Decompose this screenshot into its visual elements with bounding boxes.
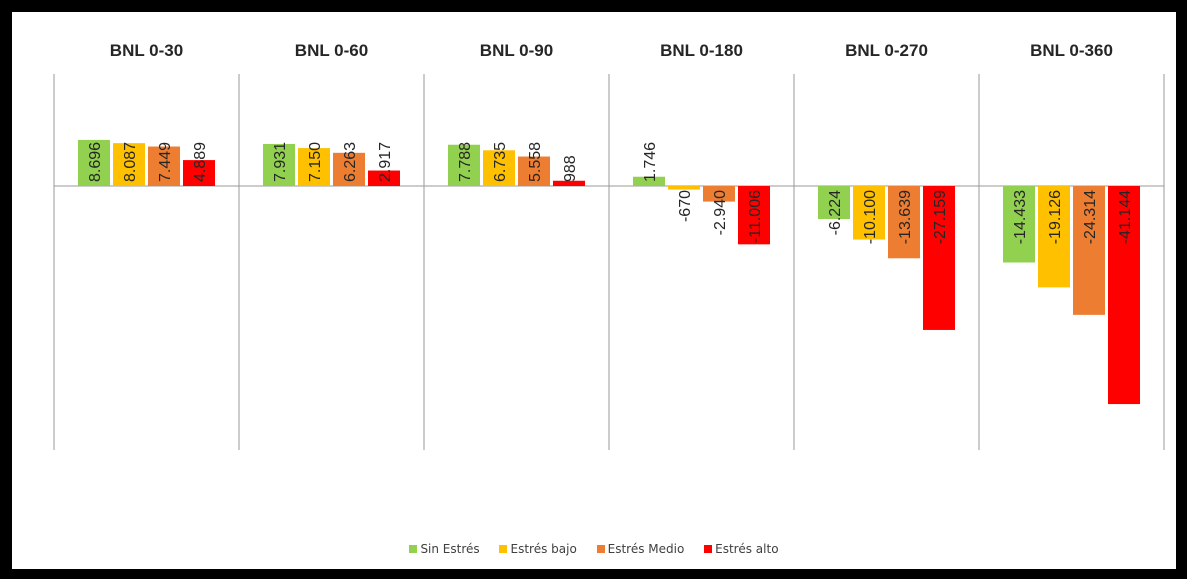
bar-estres-alto (738, 186, 770, 245)
bar-estres-medio (148, 146, 180, 186)
data-label: -24.314 (1082, 190, 1099, 244)
chart-frame: BNL 0-30 8.696 8.087 7.449 4.889 BNL 0-60 7.93… (12, 12, 1176, 569)
bar-estres-alto (183, 160, 215, 186)
data-label: -6.224 (827, 190, 844, 235)
bar-estres-bajo (113, 143, 145, 186)
bar-estres-alto (368, 170, 400, 186)
data-label: -14.433 (1012, 190, 1029, 244)
chart: BNL 0-30 8.696 8.087 7.449 4.889 BNL 0-60 7.93… (53, 41, 1165, 450)
data-label: 1.746 (642, 142, 659, 182)
legend-swatch-estres-bajo (499, 545, 508, 553)
bar-sin-estres (78, 139, 110, 186)
bar-estres-alto (553, 180, 585, 186)
data-label: 4.889 (192, 142, 209, 182)
data-label: -19.126 (1047, 190, 1064, 244)
bar-estres-bajo (853, 186, 885, 240)
bar-estres-bajo (1038, 186, 1070, 288)
legend-label-sin-estres: Sin Estrés (420, 542, 480, 556)
data-label: 6.263 (342, 142, 359, 182)
bar-estres-medio (888, 186, 920, 259)
legend-item-estres-bajo: Estrés bajo (499, 542, 577, 556)
bar-estres-alto (923, 186, 955, 330)
data-label: -11.006 (747, 190, 764, 243)
legend-swatch-estres-alto (704, 545, 713, 553)
bar-estres-medio (1073, 186, 1105, 315)
category-label: BNL 0-30 (110, 41, 183, 60)
bar-sin-estres (633, 176, 665, 186)
data-label: -27.159 (932, 190, 949, 244)
data-label: 8.087 (122, 142, 139, 182)
data-label: 988 (562, 155, 579, 182)
bar-estres-medio (703, 186, 735, 202)
data-label: 5.558 (527, 142, 544, 182)
bar-estres-medio (518, 156, 550, 186)
data-label: 2.917 (377, 142, 394, 182)
data-label: 7.449 (157, 142, 174, 182)
data-label: -2.940 (712, 190, 729, 235)
legend-label-estres-alto: Estrés alto (715, 542, 779, 556)
data-label: 7.150 (307, 142, 324, 182)
legend-item-estres-medio: Estrés Medio (596, 542, 685, 556)
data-label: 7.931 (272, 142, 289, 182)
legend-item-sin-estres: Sin Estrés (409, 542, 480, 556)
bar-estres-medio (333, 152, 365, 186)
data-label: -10.100 (862, 190, 879, 244)
bar-sin-estres (1003, 186, 1035, 263)
bar-estres-bajo (668, 186, 700, 190)
data-label: 7.788 (457, 142, 474, 182)
legend: Sin Estrés Estrés bajo Estrés Medio Estr… (12, 542, 1176, 556)
data-label: -41.144 (1117, 190, 1134, 244)
bar-sin-estres (448, 144, 480, 186)
bar-estres-bajo (298, 148, 330, 186)
bar-sin-estres (818, 186, 850, 219)
category-label: BNL 0-90 (480, 41, 553, 60)
legend-label-estres-bajo: Estrés bajo (510, 542, 577, 556)
data-label: 8.696 (87, 142, 104, 182)
legend-swatch-estres-medio (596, 545, 605, 553)
data-label: -670 (677, 190, 694, 222)
category-label: BNL 0-360 (1030, 41, 1113, 60)
legend-swatch-sin-estres (409, 545, 418, 553)
bar-estres-alto (1108, 186, 1140, 405)
category-label: BNL 0-180 (660, 41, 743, 60)
data-label: -13.639 (897, 190, 914, 244)
category-label: BNL 0-60 (295, 41, 368, 60)
bar-estres-bajo (483, 150, 515, 186)
bar-sin-estres (263, 143, 295, 186)
legend-item-estres-alto: Estrés alto (704, 542, 779, 556)
category-label: BNL 0-270 (845, 41, 928, 60)
legend-label-estres-medio: Estrés Medio (607, 542, 685, 556)
data-label: 6.735 (492, 142, 509, 182)
